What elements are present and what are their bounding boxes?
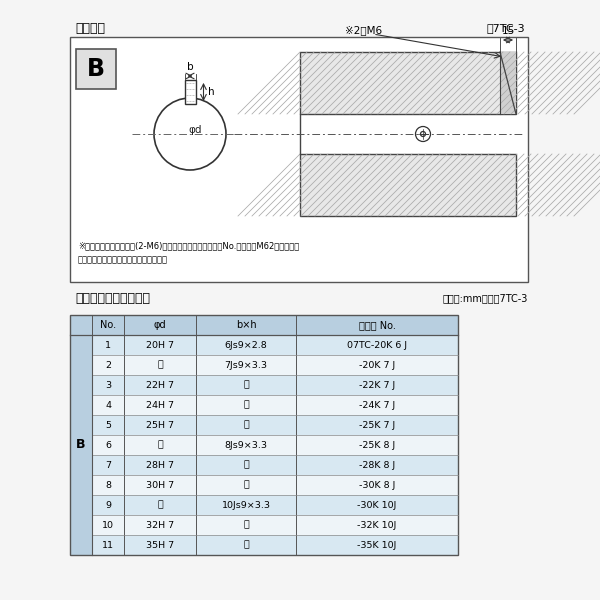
Text: 5: 5 [105,421,111,430]
Text: φd: φd [154,320,166,330]
Circle shape [154,98,226,170]
Text: -30K 8 J: -30K 8 J [359,481,395,490]
Text: 9: 9 [105,500,111,509]
Text: B: B [87,57,105,81]
Text: -24K 7 J: -24K 7 J [359,401,395,409]
Bar [70,315,458,335]
Text: 7: 7 [105,461,111,469]
Text: 25H 7: 25H 7 [146,421,174,430]
Bar [92,455,458,475]
Text: No.: No. [100,320,116,330]
Text: 30H 7: 30H 7 [146,481,174,490]
Bar [300,52,516,114]
Text: 〃: 〃 [243,421,249,430]
Bar [300,154,516,216]
Text: 〃: 〃 [243,481,249,490]
Text: ※セットボルト用タップ(2-M6)が必要な場合は右記コードNo.の末尾にM62を付ける。: ※セットボルト用タップ(2-M6)が必要な場合は右記コードNo.の末尾にM62を… [78,241,299,251]
Text: 28H 7: 28H 7 [146,461,174,469]
Text: -25K 8 J: -25K 8 J [359,440,395,449]
Text: （単位:mm）　表7TC-3: （単位:mm） 表7TC-3 [443,293,528,303]
Circle shape [415,127,431,142]
Text: 7Js9×3.3: 7Js9×3.3 [224,361,268,370]
Bar [76,49,116,89]
Text: 軸穴形状: 軸穴形状 [75,22,105,34]
Text: -35K 10J: -35K 10J [358,541,397,550]
Bar [92,415,458,435]
Text: -25K 7 J: -25K 7 J [359,421,395,430]
Bar [300,52,516,114]
Text: 8: 8 [105,481,111,490]
Text: 〃: 〃 [243,541,249,550]
Text: 2: 2 [105,361,111,370]
Text: 〃: 〃 [243,401,249,409]
Text: 8Js9×3.3: 8Js9×3.3 [224,440,268,449]
Text: 〃: 〃 [157,361,163,370]
Text: 07TC-20K 6 J: 07TC-20K 6 J [347,340,407,349]
Text: 4: 4 [105,401,111,409]
Text: -28K 8 J: -28K 8 J [359,461,395,469]
Text: b×h: b×h [236,320,256,330]
Bar [70,315,458,555]
Bar [185,80,196,104]
Bar [300,154,516,216]
Bar [500,52,516,114]
Text: 35H 7: 35H 7 [146,541,174,550]
Text: 10: 10 [102,520,114,529]
Circle shape [421,131,425,136]
Text: コード No.: コード No. [359,320,395,330]
Bar [92,475,458,495]
Text: （セットボルトは付属されています。）: （セットボルトは付属されています。） [78,256,168,265]
Text: 〃: 〃 [243,380,249,389]
Text: 6Js9×2.8: 6Js9×2.8 [224,340,268,349]
Text: 32H 7: 32H 7 [146,520,174,529]
Text: 20H 7: 20H 7 [146,340,174,349]
Bar [92,495,458,515]
Text: 〃: 〃 [157,500,163,509]
Text: -20K 7 J: -20K 7 J [359,361,395,370]
Text: 10Js9×3.3: 10Js9×3.3 [221,500,271,509]
Text: -30K 10J: -30K 10J [358,500,397,509]
Bar [92,515,458,535]
Text: -32K 10J: -32K 10J [358,520,397,529]
Bar [70,335,92,555]
Text: B: B [76,439,86,451]
Text: 1: 1 [105,340,111,349]
Text: φd: φd [188,125,202,135]
Text: 図7TC-3: 図7TC-3 [487,23,525,33]
Text: -22K 7 J: -22K 7 J [359,380,395,389]
Text: 11: 11 [102,541,114,550]
Text: ※2－M6: ※2－M6 [345,25,382,35]
Text: 22H 7: 22H 7 [146,380,174,389]
Text: b: b [187,62,193,72]
Text: 〃: 〃 [157,440,163,449]
Bar [70,37,528,282]
Text: 15: 15 [502,26,515,36]
Text: 6: 6 [105,440,111,449]
Bar [92,355,458,375]
Bar [92,335,458,355]
Text: 〃: 〃 [243,461,249,469]
Bar [92,535,458,555]
Text: h: h [208,87,215,97]
Bar [92,375,458,395]
Text: 軸穴形状コード一覧表: 軸穴形状コード一覧表 [75,292,150,304]
Bar [92,435,458,455]
Text: 24H 7: 24H 7 [146,401,174,409]
Text: 3: 3 [105,380,111,389]
Text: 〃: 〃 [243,520,249,529]
Bar [92,395,458,415]
